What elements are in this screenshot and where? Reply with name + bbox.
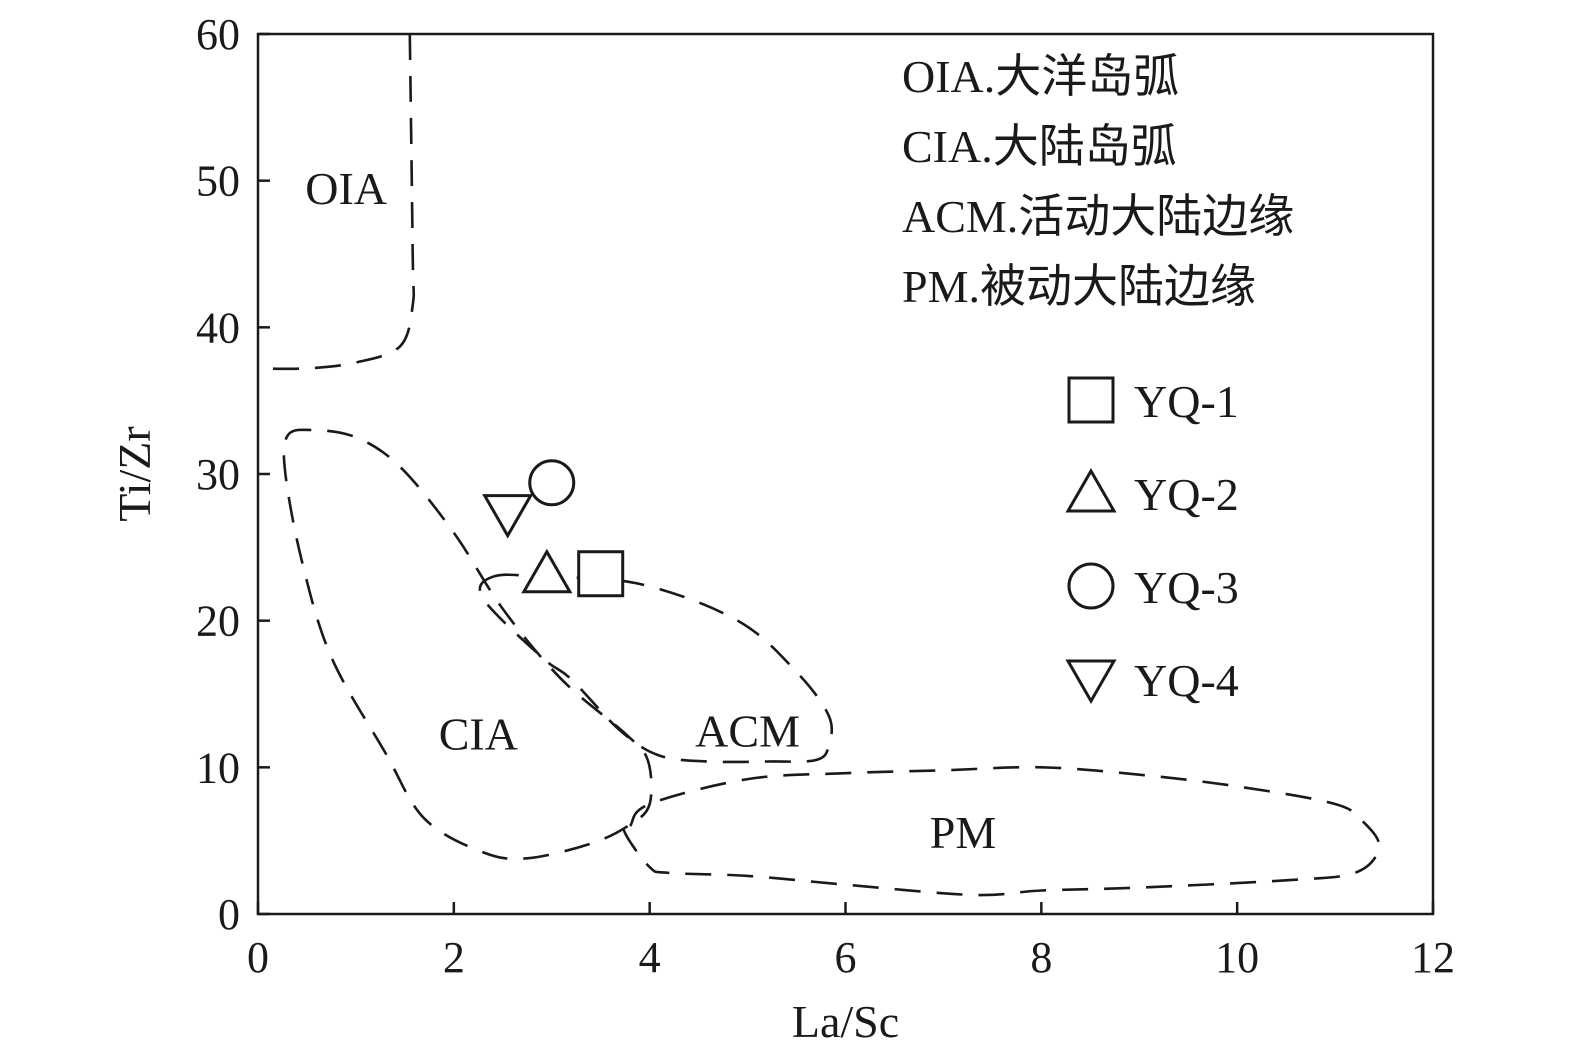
field-boundary-oia (257, 33, 416, 371)
y-tick-label: 0 (218, 890, 240, 939)
field-note: ACM.活动大陆边缘 (902, 191, 1294, 242)
field-boundary-acm (478, 573, 834, 764)
x-axis-title: La/Sc (792, 996, 899, 1047)
field-label-pm: PM (930, 807, 996, 858)
x-tick-label: 12 (1411, 933, 1455, 982)
legend: YQ-1 YQ-2 YQ-3 YQ-4 (1065, 376, 1239, 706)
legend-label-yq-2: YQ-2 (1134, 469, 1239, 520)
field-note: CIA.大陆岛弧 (902, 121, 1177, 172)
field-note: PM.被动大陆边缘 (902, 261, 1256, 312)
y-axis-title: Ti/Zr (109, 426, 160, 521)
y-tick-label: 40 (196, 303, 240, 352)
x-tick-label: 2 (443, 933, 465, 982)
field-note: OIA.大洋岛弧 (902, 51, 1179, 102)
field-boundary-cia (282, 428, 653, 861)
y-tick-label: 20 (196, 597, 240, 646)
data-point-yq-2 (521, 548, 573, 594)
field-notes: OIA.大洋岛弧 CIA.大陆岛弧 ACM.活动大陆边缘 PM.被动大陆边缘 (902, 51, 1294, 312)
data-points (482, 459, 625, 598)
legend-marker-yq-4 (1065, 659, 1117, 705)
y-tick-label: 60 (196, 10, 240, 59)
x-tick-label: 8 (1030, 933, 1052, 982)
plot-frame (256, 32, 1435, 916)
data-point-yq-3 (528, 459, 576, 507)
legend-label-yq-3: YQ-3 (1134, 562, 1239, 613)
x-tick-label: 6 (835, 933, 857, 982)
y-tick-label: 30 (196, 450, 240, 499)
x-tick-label: 0 (247, 933, 269, 982)
field-label-oia: OIA (305, 163, 387, 214)
field-label-cia: CIA (439, 709, 518, 760)
y-tick-label: 50 (196, 157, 240, 206)
data-point-yq-1 (577, 550, 625, 598)
axis-ticks: 0 2 4 6 8 10 12 0 10 20 30 40 50 60 (196, 10, 1455, 982)
x-tick-label: 4 (639, 933, 661, 982)
field-label-acm: ACM (695, 706, 800, 757)
legend-label-yq-1: YQ-1 (1134, 376, 1239, 427)
legend-marker-yq-1 (1067, 376, 1115, 424)
legend-marker-yq-3 (1067, 562, 1115, 610)
data-point-yq-4 (482, 494, 534, 539)
legend-label-yq-4: YQ-4 (1134, 655, 1239, 706)
field-boundary-pm (622, 765, 1381, 897)
tectonic-fields (257, 33, 1381, 897)
x-tick-label: 10 (1215, 933, 1259, 982)
y-tick-label: 10 (196, 743, 240, 792)
legend-marker-yq-2 (1065, 467, 1117, 513)
region-labels: OIA CIA ACM PM (305, 163, 996, 858)
